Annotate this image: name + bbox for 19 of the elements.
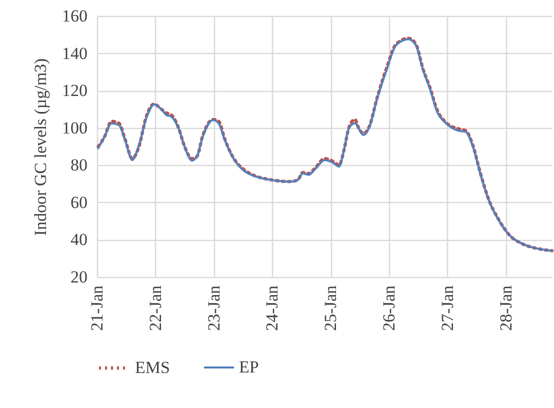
y-tick-label: 140: [62, 44, 88, 63]
x-tick-label: 21-Jan: [88, 285, 106, 331]
y-tick-label: 160: [62, 6, 88, 26]
y-tick-label: 40: [70, 230, 88, 250]
legend-label: EP: [239, 358, 259, 376]
y-tick-label: 80: [70, 156, 88, 175]
x-tick-label: 22-Jan: [146, 285, 165, 331]
y-tick-label: 120: [62, 81, 88, 100]
x-tick-label: 27-Jan: [438, 285, 457, 331]
x-tick-label: 26-Jan: [379, 285, 398, 331]
legend-label: EMS: [135, 358, 170, 377]
y-tick-label: 100: [62, 118, 88, 138]
x-tick-label: 23-Jan: [204, 285, 224, 331]
y-tick-label: 60: [70, 192, 88, 212]
y-tick-label: 20: [70, 268, 88, 286]
x-tick-label: 28-Jan: [496, 285, 516, 331]
x-tick-label: 25-Jan: [321, 285, 340, 331]
y-axis-title: Indoor GC levels (µg/m3): [31, 58, 50, 236]
x-tick-label: 24-Jan: [262, 285, 282, 331]
